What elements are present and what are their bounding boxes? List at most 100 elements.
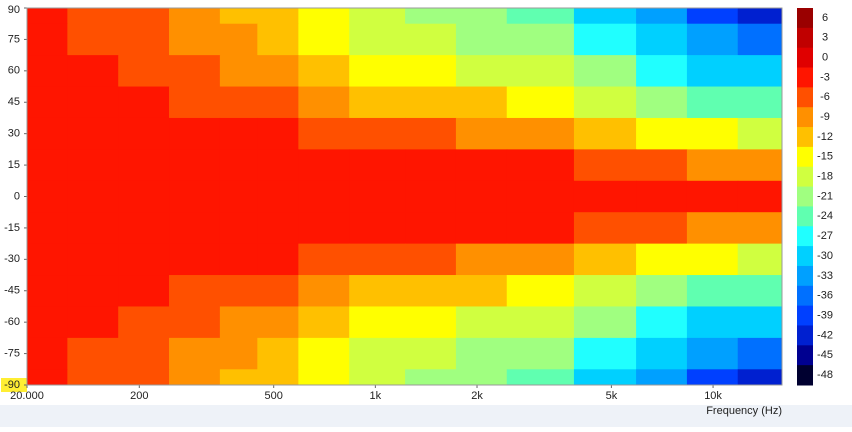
contour-cell — [349, 117, 406, 150]
contour-cell — [636, 243, 688, 276]
contour-cell — [219, 337, 258, 370]
contour-cell — [349, 86, 406, 119]
contour-cell — [257, 149, 299, 182]
colorbar-label: -36 — [817, 290, 833, 302]
contour-cell — [636, 86, 688, 119]
contour-cell — [257, 180, 299, 213]
contour-cell — [636, 212, 688, 245]
colorbar-label: -21 — [817, 190, 833, 202]
colorbar-band — [797, 27, 813, 49]
contour-cell — [455, 55, 508, 88]
contour-cell — [169, 23, 221, 56]
contour-cell — [573, 212, 637, 245]
contour-cell — [118, 117, 170, 150]
contour-cell — [27, 275, 68, 307]
colorbar-band — [797, 87, 813, 108]
contour-cell — [298, 306, 350, 339]
contour-cell — [27, 86, 68, 119]
contour-cell — [405, 243, 457, 276]
contour-cell — [257, 8, 299, 25]
contour-cell — [27, 180, 68, 213]
colorbar-band — [797, 146, 813, 168]
contour-cell — [405, 55, 457, 88]
contour-cell — [506, 55, 575, 88]
colorbar-band — [797, 47, 813, 69]
colorbar-band — [797, 345, 813, 366]
contour-cell — [118, 55, 170, 88]
contour-cell — [455, 117, 508, 150]
contour-cell — [636, 337, 688, 370]
contour-cell — [737, 86, 782, 119]
contour-cell — [636, 23, 688, 56]
colorbar-label: -6 — [820, 91, 830, 103]
contour-cell — [636, 369, 688, 385]
colorbar-label: -39 — [817, 309, 833, 321]
contour-cell — [737, 337, 782, 370]
y-tick-label: -75 — [4, 347, 20, 359]
contour-cell — [636, 8, 688, 25]
contour-cell — [405, 212, 457, 245]
contour-cell — [257, 212, 299, 245]
contour-cell — [67, 243, 119, 276]
contour-cell — [118, 149, 170, 182]
colorbar-label: 0 — [822, 52, 828, 64]
contour-cell — [686, 275, 739, 307]
contour-cell — [67, 117, 119, 150]
contour-cell — [636, 149, 688, 182]
contour-cell — [169, 55, 221, 88]
contour-cell — [455, 212, 508, 245]
contour-cell — [573, 243, 637, 276]
contour-cell — [573, 149, 637, 182]
y-tick-label: -45 — [4, 285, 20, 297]
contour-cell — [636, 275, 688, 307]
y-tick-label: 30 — [8, 128, 20, 140]
contour-cell — [573, 369, 637, 385]
contour-cell — [349, 275, 406, 307]
contour-cell — [169, 117, 221, 150]
footer-strip — [0, 405, 852, 427]
contour-cell — [349, 180, 406, 213]
colorbar-band — [797, 206, 813, 227]
contour-cell — [686, 180, 739, 213]
colorbar-band — [797, 107, 813, 128]
colorbar-label: -30 — [817, 250, 833, 262]
contour-cell — [573, 23, 637, 56]
contour-cell — [118, 86, 170, 119]
contour-cell — [506, 306, 575, 339]
contour-cell — [506, 275, 575, 307]
contour-cell — [67, 149, 119, 182]
contour-cell — [298, 275, 350, 307]
colorbar-label: -24 — [817, 210, 833, 222]
x-tick-label: 200 — [130, 390, 148, 402]
contour-cell — [686, 23, 739, 56]
contour-cell — [298, 369, 350, 385]
contour-cell — [219, 55, 258, 88]
colorbar-band — [797, 265, 813, 287]
contour-cell — [405, 180, 457, 213]
contour-cell — [257, 55, 299, 88]
contour-cell — [405, 337, 457, 370]
contour-cell — [349, 149, 406, 182]
y-tick-label: -60 — [4, 316, 20, 328]
colorbar-band — [797, 127, 813, 148]
contour-cell — [118, 337, 170, 370]
plot-area — [27, 8, 782, 385]
contour-cell — [737, 117, 782, 150]
contour-cell — [737, 369, 782, 385]
contour-cell — [118, 180, 170, 213]
contour-cell — [636, 306, 688, 339]
contour-cell — [27, 337, 68, 370]
x-tick-label: 500 — [265, 390, 283, 402]
contour-cell — [737, 275, 782, 307]
contour-cell — [298, 180, 350, 213]
y-tick-label: -90 — [4, 379, 20, 391]
contour-cell — [349, 212, 406, 245]
contour-cell — [27, 212, 68, 245]
x-axis-label: Frequency (Hz) — [706, 405, 782, 417]
contour-cell — [298, 212, 350, 245]
contour-cell — [219, 212, 258, 245]
contour-cell — [257, 306, 299, 339]
colorbar-label: 3 — [822, 32, 828, 44]
contour-cell — [257, 243, 299, 276]
